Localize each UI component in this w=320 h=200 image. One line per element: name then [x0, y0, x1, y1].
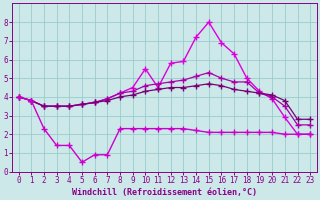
X-axis label: Windchill (Refroidissement éolien,°C): Windchill (Refroidissement éolien,°C) — [72, 188, 257, 197]
